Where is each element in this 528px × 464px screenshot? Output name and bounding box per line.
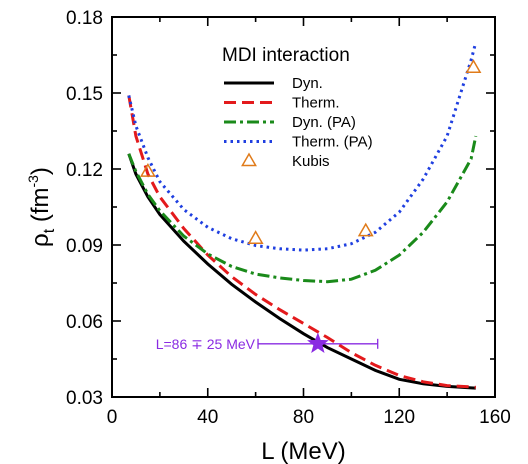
series-line-2 — [127, 95, 476, 389]
y-tick-label: 0.09 — [66, 236, 103, 257]
x-tick-label: 0 — [107, 407, 118, 428]
x-tick-label: 120 — [383, 407, 415, 428]
y-axis-unit-close: ) — [27, 167, 54, 175]
x-tick-label: 40 — [197, 407, 218, 428]
legend-marker-kubis — [241, 152, 257, 167]
legend-label-3: Dyn. (PA) — [292, 114, 356, 131]
legend-label-2: Therm. — [292, 95, 340, 112]
series-line-3 — [127, 135, 478, 284]
y-tick-label: 0.18 — [66, 8, 103, 29]
kubis-marker — [465, 59, 482, 73]
y-axis-symbol: ρ — [27, 233, 54, 247]
y-axis-superscript: -3 — [25, 175, 41, 188]
y-tick-label: 0.06 — [66, 312, 103, 333]
legend-label-5: Kubis — [292, 153, 330, 170]
kubis-marker — [139, 163, 156, 177]
kubis-marker — [247, 230, 264, 244]
y-axis-title: ρt (fm-3) — [25, 167, 58, 247]
x-axis-title: L (MeV) — [261, 438, 345, 464]
y-tick-label: 0.03 — [66, 388, 103, 409]
legend-label-1: Dyn. — [292, 75, 323, 92]
y-tick-label: 0.15 — [66, 84, 103, 105]
legend-title: MDI interaction — [222, 45, 350, 66]
y-axis-subscript: t — [41, 228, 58, 233]
x-tick-label: 160 — [479, 407, 511, 428]
annotation-label: L=86 ∓ 25 MeV — [156, 336, 256, 352]
y-axis-unit: (fm — [27, 188, 54, 229]
central-value-star — [307, 332, 329, 354]
series-line-1 — [127, 153, 476, 390]
legend-label-4: Therm. (PA) — [292, 134, 373, 151]
y-tick-label: 0.12 — [66, 160, 103, 181]
x-tick-label: 80 — [293, 407, 314, 428]
kubis-marker — [357, 222, 374, 237]
